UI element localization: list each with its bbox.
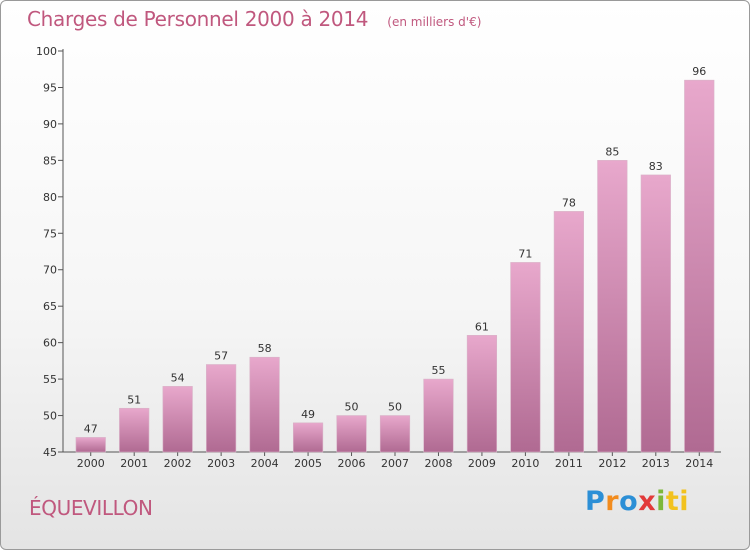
x-tick-label: 2008 [424,457,452,470]
logo-letter: x [638,486,657,517]
bar [510,262,541,453]
bar [249,356,280,453]
bar-value-label: 55 [431,364,445,377]
y-tick-label: 95 [43,81,57,94]
x-tick-label: 2005 [294,457,322,470]
y-tick-label: 60 [43,337,57,350]
bar-value-label: 83 [649,160,663,173]
bar-value-label: 58 [258,342,272,355]
chart-title: Charges de Personnel 2000 à 2014 [27,7,369,31]
bar [379,415,411,453]
bar [162,386,193,453]
x-axis: 2000 2001 2002 2003 2004 2005 2006 2007 2008 2009… [63,451,721,470]
x-tick-label: 2004 [251,457,279,470]
x-tick-label: 2013 [642,457,670,470]
x-tick-label: 2001 [120,457,148,470]
y-tick-label: 85 [43,154,57,167]
y-tick-label: 75 [43,227,57,240]
bar [640,174,671,453]
commune-name: ÉQUEVILLON [29,496,153,520]
bar-value-label: 54 [171,371,185,384]
bar-value-label: 50 [345,401,359,414]
y-tick-label: 90 [43,118,57,131]
y-tick-label: 70 [43,264,57,277]
logo-letter: o [619,486,639,517]
x-tick-label: 2010 [511,457,539,470]
bar-value-label: 57 [214,350,228,363]
bar [75,437,106,453]
y-tick-label: 55 [43,373,57,386]
bar-value-label: 50 [388,401,402,414]
bar [553,211,584,453]
bar-value-label: 47 [84,422,98,435]
bar [466,335,498,453]
x-tick-label: 2000 [77,457,105,470]
bar-series: 47 51 54 57 58 49 50 50 55 61 71 78 85 83 96 [75,65,715,453]
chart-subtitle: (en milliers d'€) [387,15,482,29]
logo-letter: i [656,486,666,517]
bar [423,378,454,453]
x-tick-label: 2007 [381,457,409,470]
logo-letter: P [585,486,606,517]
bar [206,364,237,453]
logo-letter: r [605,486,620,517]
x-tick-label: 2002 [164,457,192,470]
y-tick-label: 65 [43,300,57,313]
bar-value-label: 51 [127,393,141,406]
bar-value-label: 96 [692,65,706,78]
proxiti-logo[interactable]: Proxiti [585,486,689,517]
chart-header: Charges de Personnel 2000 à 2014 (en mil… [27,7,481,31]
x-tick-label: 2014 [685,457,713,470]
y-tick-label: 100 [36,45,57,58]
bar [597,160,628,453]
bar [292,422,324,453]
x-tick-label: 2009 [468,457,496,470]
bar [336,415,367,453]
bar-value-label: 49 [301,408,315,421]
bar-value-label: 78 [562,196,576,209]
y-tick-label: 80 [43,191,57,204]
x-tick-label: 2012 [598,457,626,470]
bar [684,79,715,453]
bar-value-label: 61 [475,320,489,333]
x-tick-label: 2011 [555,457,583,470]
x-tick-label: 2003 [207,457,235,470]
bar [119,407,150,453]
bar-value-label: 85 [605,145,619,158]
y-axis: 45 50 55 60 65 70 75 80 85 90 95 100 [36,45,64,459]
y-tick-label: 45 [43,446,57,459]
bar-value-label: 71 [518,247,532,260]
x-tick-label: 2006 [338,457,366,470]
y-tick-label: 50 [43,410,57,423]
logo-letter: ti [665,486,690,517]
